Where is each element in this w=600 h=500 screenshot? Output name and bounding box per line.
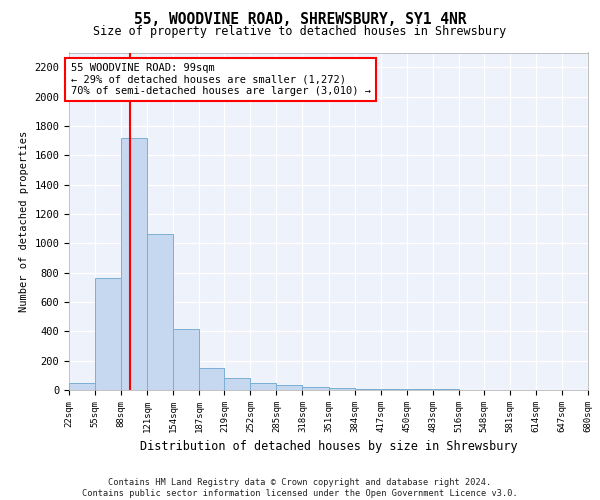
Text: 55, WOODVINE ROAD, SHREWSBURY, SY1 4NR: 55, WOODVINE ROAD, SHREWSBURY, SY1 4NR bbox=[134, 12, 466, 28]
Bar bbox=[380, 389, 407, 390]
Bar bbox=[329, 388, 355, 390]
Bar bbox=[147, 234, 173, 390]
Bar bbox=[224, 378, 250, 390]
Text: Contains HM Land Registry data © Crown copyright and database right 2024.
Contai: Contains HM Land Registry data © Crown c… bbox=[82, 478, 518, 498]
Y-axis label: Number of detached properties: Number of detached properties bbox=[19, 130, 29, 312]
Bar bbox=[199, 368, 224, 390]
Bar bbox=[277, 385, 302, 390]
Text: 55 WOODVINE ROAD: 99sqm
← 29% of detached houses are smaller (1,272)
70% of semi: 55 WOODVINE ROAD: 99sqm ← 29% of detache… bbox=[71, 63, 371, 96]
Bar bbox=[355, 388, 380, 390]
Bar bbox=[173, 329, 199, 390]
X-axis label: Distribution of detached houses by size in Shrewsbury: Distribution of detached houses by size … bbox=[140, 440, 517, 454]
Bar bbox=[302, 387, 329, 390]
Text: Size of property relative to detached houses in Shrewsbury: Size of property relative to detached ho… bbox=[94, 25, 506, 38]
Bar bbox=[95, 278, 121, 390]
Bar bbox=[250, 384, 277, 390]
Bar bbox=[69, 382, 95, 390]
Bar bbox=[121, 138, 147, 390]
